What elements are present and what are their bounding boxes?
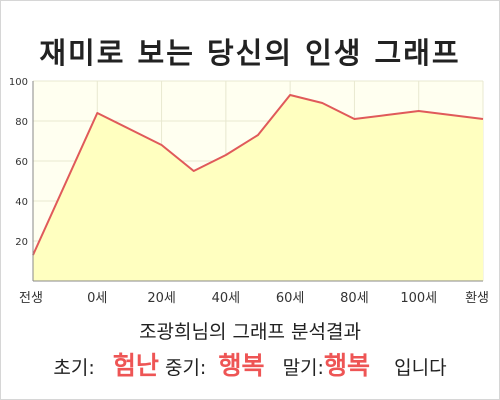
chart-title: 재미로 보는 당신의 인생 그래프 (39, 36, 461, 70)
x-tick-label: 80세 (340, 291, 369, 306)
result-summary: 초기: 험난 중기: 행복 말기:행복 입니다 (1, 349, 499, 385)
late-label: 말기: (282, 357, 324, 379)
result-heading: 조광희님의 그래프 분석결과 (139, 321, 361, 343)
result-suffix: 입니다 (394, 357, 447, 379)
late-value: 행복 (323, 351, 370, 380)
x-tick-label: 환생 (465, 291, 489, 306)
x-tick-label: 60세 (276, 291, 305, 306)
y-tick-label: 20 (15, 237, 28, 248)
series-line (32, 94, 484, 256)
early-value: 험난 (112, 351, 159, 380)
x-tick-label: 40세 (212, 291, 241, 306)
y-tick-label: 40 (15, 197, 28, 208)
early-label: 초기: (53, 357, 95, 379)
life-graph-chart: 20 40 60 80 100 전생 0세 20세 40세 60세 80세 100세 환생 (9, 77, 489, 306)
y-tick-label: 80 (15, 117, 28, 128)
series-area (33, 95, 483, 281)
y-tick-label: 60 (15, 157, 28, 168)
x-tick-label: 100세 (400, 291, 437, 306)
x-tick-label: 20세 (147, 291, 176, 306)
mid-label: 중기: (164, 357, 207, 379)
mid-value: 행복 (218, 351, 265, 380)
x-tick-label: 전생 (19, 291, 43, 306)
x-tick-label: 0세 (87, 291, 107, 306)
y-tick-label: 100 (9, 77, 28, 88)
